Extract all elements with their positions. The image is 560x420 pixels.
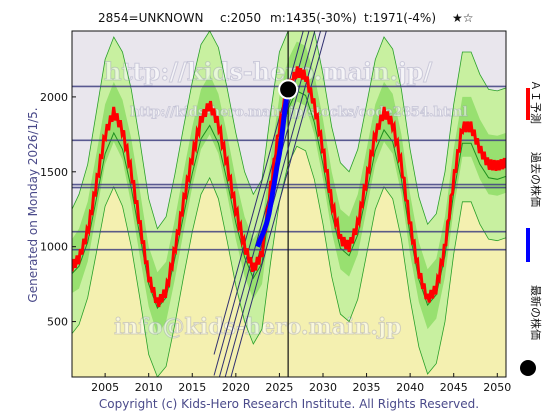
watermark-url: http://kids-hero.main.jp/ bbox=[104, 57, 432, 86]
plot-layer: http://kids-hero.main.jp/http://kids-her… bbox=[72, 31, 506, 377]
copyright-text: Copyright (c) Kids-Hero Research Institu… bbox=[99, 397, 479, 411]
header-code: 2854=UNKNOWN bbox=[98, 11, 204, 25]
tick-layer: 2005 2010 2015 2020 2025 2030 2035 2040 2045 2050… bbox=[40, 91, 511, 394]
legend: ＡＩ予測 過去の株価 最新の株価 bbox=[520, 80, 543, 376]
band-upper-edge bbox=[72, 31, 506, 230]
x-tick-label: 2040 bbox=[396, 381, 424, 394]
generated-date-label: Generated on Monday 2026/1/5. bbox=[26, 107, 40, 302]
watermark-page-url: http://kids-hero.main.jp/stocks/code2854… bbox=[130, 105, 468, 120]
x-tick-label: 2030 bbox=[309, 381, 337, 394]
trend-channel-line bbox=[213, 31, 304, 355]
past-price-line bbox=[255, 92, 290, 248]
legend-latest-marker bbox=[520, 360, 536, 376]
x-tick-label: 2020 bbox=[222, 381, 250, 394]
header-target: t:1971(-4%) bbox=[364, 11, 436, 25]
y-tick-label: 2000 bbox=[40, 91, 68, 104]
x-tick-label: 2050 bbox=[483, 381, 511, 394]
legend-latest-label: 最新の株価 bbox=[529, 285, 543, 340]
x-tick-label: 2015 bbox=[178, 381, 206, 394]
band-lavender bbox=[72, 31, 506, 229]
y-tick-label: 500 bbox=[47, 316, 68, 329]
x-tick-label: 2005 bbox=[91, 381, 119, 394]
plot-frame bbox=[71, 30, 507, 378]
legend-past-label: 過去の株価 bbox=[529, 152, 543, 207]
y-tick-label: 1500 bbox=[40, 166, 68, 179]
x-tick-label: 2025 bbox=[265, 381, 293, 394]
latest-price-marker bbox=[278, 79, 299, 100]
x-tick-label: 2035 bbox=[353, 381, 381, 394]
x-tick-label: 2045 bbox=[440, 381, 468, 394]
y-tick-label: 1000 bbox=[40, 241, 68, 254]
legend-ai-label: ＡＩ予測 bbox=[529, 80, 543, 124]
x-tick-label: 2010 bbox=[135, 381, 163, 394]
header-min: m:1435(-30%) bbox=[270, 11, 357, 25]
header-rating: ★☆ bbox=[452, 11, 474, 25]
band-inner bbox=[72, 41, 506, 336]
trend-channel-line bbox=[230, 31, 327, 377]
header-current: c:2050 bbox=[220, 11, 261, 25]
